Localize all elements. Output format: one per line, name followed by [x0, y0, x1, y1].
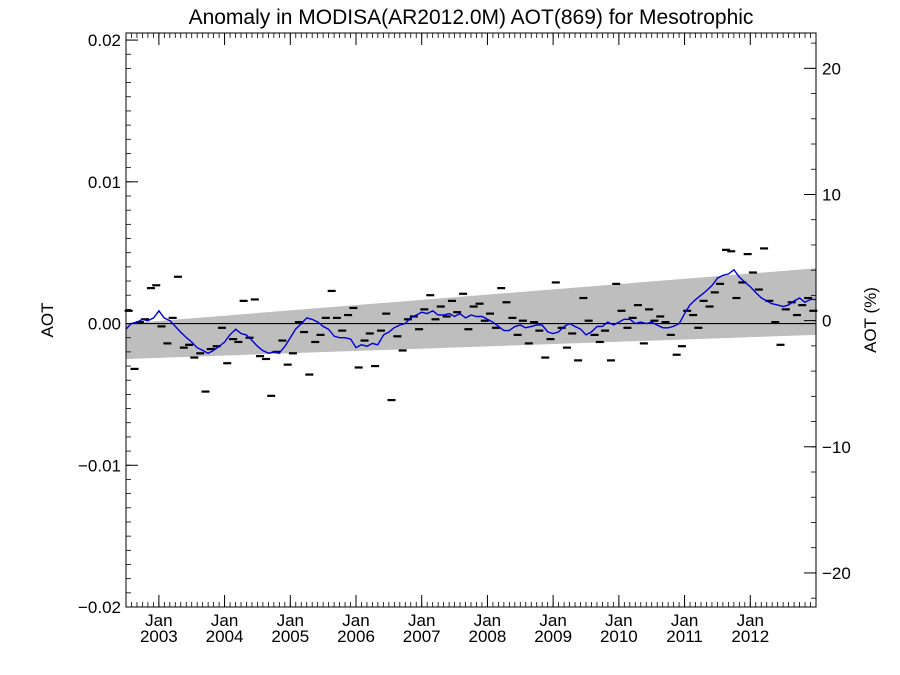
x-tick-label: Jan	[605, 611, 632, 630]
x-tick-label: Jan	[408, 611, 435, 630]
x-tick-year-label: 2010	[600, 627, 638, 646]
y-right-tick-label: 0	[822, 312, 831, 331]
chart-title: Anomaly in MODISA(AR2012.0M) AOT(869) fo…	[189, 6, 754, 29]
y-tick-label: −0.02	[78, 598, 121, 617]
x-tick-label: Jan	[737, 611, 764, 630]
y-tick-label: −0.01	[78, 456, 121, 475]
x-tick-label: Jan	[539, 611, 566, 630]
y-right-tick-label: 20	[822, 59, 841, 78]
x-tick-year-label: 2004	[206, 627, 244, 646]
y-right-tick-label: −10	[822, 438, 851, 457]
y-tick-label: 0.00	[88, 315, 121, 334]
x-tick-label: Jan	[277, 611, 304, 630]
y-right-tick-label: 10	[822, 185, 841, 204]
x-tick-label: Jan	[342, 611, 369, 630]
x-tick-label: Jan	[145, 611, 172, 630]
x-tick-year-label: 2005	[271, 627, 309, 646]
x-tick-year-label: 2006	[337, 627, 375, 646]
x-tick-year-label: 2012	[731, 627, 769, 646]
x-tick-year-label: 2003	[140, 627, 178, 646]
y-tick-label: 0.02	[88, 31, 121, 50]
x-tick-year-label: 2007	[403, 627, 441, 646]
y-tick-label: 0.01	[88, 173, 121, 192]
y-axis-label: AOT	[38, 303, 57, 338]
x-tick-year-label: 2008	[469, 627, 507, 646]
y-right-tick-label: −20	[822, 564, 851, 583]
series-line	[125, 268, 816, 355]
x-tick-label: Jan	[211, 611, 238, 630]
x-tick-label: Jan	[671, 611, 698, 630]
x-tick-year-label: 2011	[666, 627, 703, 646]
x-tick-year-label: 2009	[534, 627, 572, 646]
x-tick-label: Jan	[474, 611, 501, 630]
y-axis-right-label: AOT (%)	[861, 287, 880, 353]
trend-band	[126, 268, 816, 359]
